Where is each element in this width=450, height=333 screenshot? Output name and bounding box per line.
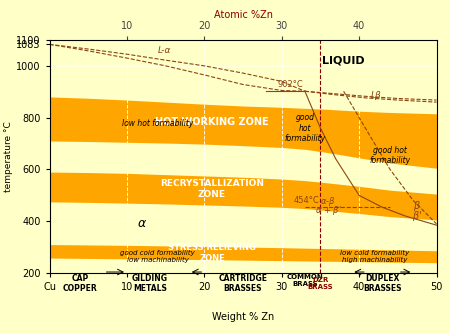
Text: GILDING
METALS: GILDING METALS (132, 274, 168, 293)
Text: $\alpha$-$\beta$: $\alpha$-$\beta$ (320, 195, 336, 208)
Text: CAP
COPPER: CAP COPPER (63, 274, 98, 293)
Text: Lβ: Lβ (371, 91, 382, 101)
Text: COMMON
BRASS: COMMON BRASS (287, 274, 323, 287)
Text: good hot
formability: good hot formability (369, 146, 410, 165)
Text: CARTRIDGE
BRASSES: CARTRIDGE BRASSES (219, 274, 267, 293)
Text: HOT WORKING ZONE: HOT WORKING ZONE (155, 117, 269, 127)
X-axis label: Weight % Zn: Weight % Zn (212, 312, 274, 322)
Text: good cold formability
low machinability: good cold formability low machinability (121, 250, 195, 263)
Text: RECRYSTALLIZATION
ZONE: RECRYSTALLIZATION ZONE (160, 179, 264, 199)
Text: DUPLEX
BRASSES: DUPLEX BRASSES (363, 274, 401, 293)
Text: STRESS RELIEVING
ZONE: STRESS RELIEVING ZONE (168, 243, 256, 263)
Text: DZR
BRASS: DZR BRASS (308, 277, 333, 290)
Text: $\beta$: $\beta$ (413, 199, 421, 213)
Text: L-α: L-α (158, 46, 171, 55)
Text: $\beta$': $\beta$' (412, 209, 422, 223)
Text: low cold formability
high machinability: low cold formability high machinability (340, 250, 409, 263)
Text: $\alpha$ + $\beta$': $\alpha$ + $\beta$' (315, 204, 342, 217)
Text: good
hot
formability: good hot formability (284, 113, 325, 143)
Text: LIQUID: LIQUID (322, 56, 365, 66)
Text: 454°C: 454°C (293, 196, 319, 205)
Text: low hot formability: low hot formability (122, 119, 194, 128)
X-axis label: Atomic %Zn: Atomic %Zn (213, 10, 273, 20)
Text: $\alpha$: $\alpha$ (137, 217, 148, 230)
Y-axis label: temperature °C: temperature °C (4, 121, 13, 192)
Text: 902°C: 902°C (278, 80, 304, 89)
